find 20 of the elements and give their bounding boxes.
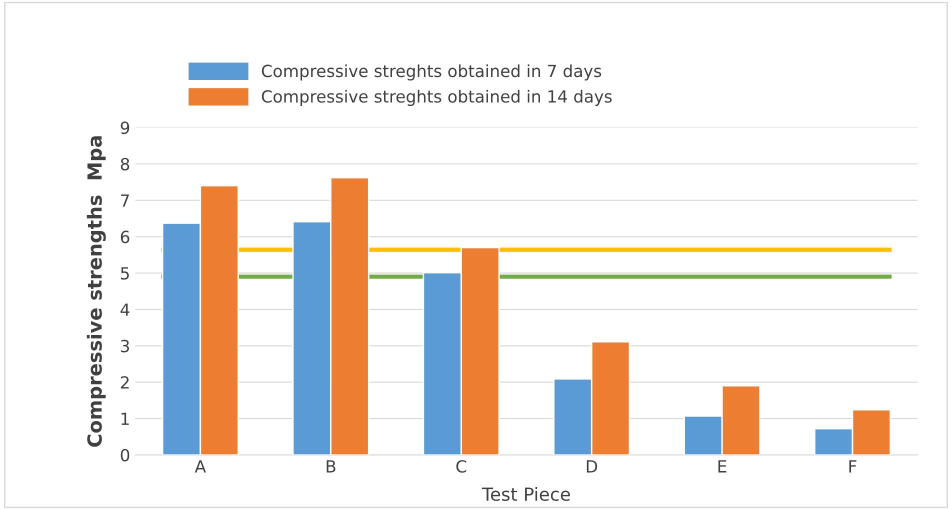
x-tick-label: D xyxy=(586,460,598,472)
y-tick-label: 8 xyxy=(120,158,130,170)
y-tick-label: 5 xyxy=(121,267,129,280)
legend-label: Compressive streghts obtained in 7 days xyxy=(262,64,602,80)
y-tick-label: 3 xyxy=(120,340,129,352)
y-tick-label: 6 xyxy=(120,230,130,244)
x-tick-label: E xyxy=(718,460,726,472)
y-tick-label: 1 xyxy=(122,412,129,425)
x-tick-label: C xyxy=(456,460,466,473)
x-tick-label: F xyxy=(849,460,856,472)
y-tick-label: 7 xyxy=(121,194,129,207)
legend-label: Compressive streghts obtained in 14 days xyxy=(262,90,612,106)
y-tick-label: 4 xyxy=(120,304,130,316)
y-tick-label: 2 xyxy=(120,376,129,388)
y-axis-title: Compressive strengths Mpa xyxy=(86,136,106,447)
y-tick-label: 9 xyxy=(120,121,130,134)
y-tick-label: 0 xyxy=(120,448,130,462)
x-tick-label: A xyxy=(194,460,206,472)
x-axis-title: Test Piece xyxy=(482,487,570,501)
x-tick-label: B xyxy=(326,460,336,472)
